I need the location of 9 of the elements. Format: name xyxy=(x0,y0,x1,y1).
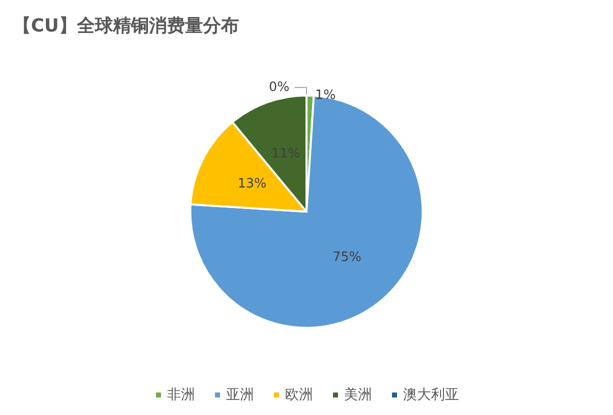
chart-title: 【CU】全球精铜消费量分布 xyxy=(13,16,239,36)
legend-label: 欧洲 xyxy=(285,387,313,403)
data-label: 75% xyxy=(332,250,362,265)
text: 0% xyxy=(268,80,290,95)
legend-label: 美洲 xyxy=(344,387,372,403)
legend-label: 非洲 xyxy=(167,387,195,403)
legend-label: 澳大利亚 xyxy=(403,387,459,403)
legend-label: 亚洲 xyxy=(226,387,254,403)
data-label: 13% xyxy=(238,176,267,192)
